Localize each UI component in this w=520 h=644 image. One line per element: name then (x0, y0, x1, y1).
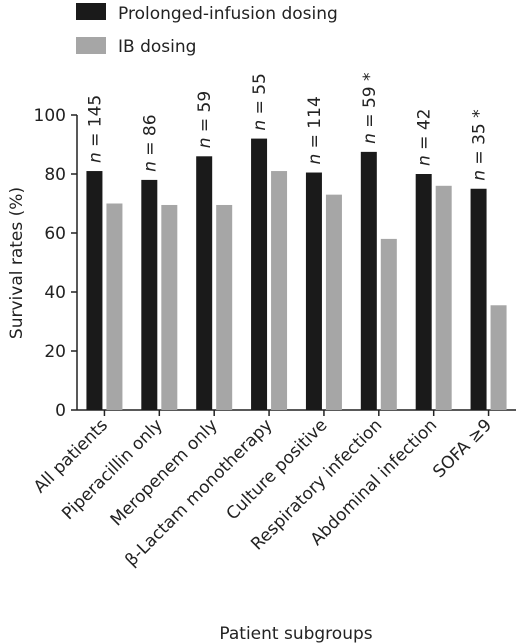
legend-swatch-prolonged (76, 3, 106, 20)
bar-prolonged-infusion (86, 171, 103, 410)
y-axis-label: Survival rates (%) (7, 187, 27, 339)
y-tick-label: 20 (44, 342, 66, 362)
y-tick-label: 0 (55, 401, 66, 421)
bar-prolonged-infusion (196, 156, 213, 410)
sample-size-label: n = 114 (305, 96, 325, 164)
x-axis (77, 409, 516, 416)
sample-size-label: n = 145 (85, 95, 105, 163)
legend-swatch-ib (76, 37, 106, 54)
bar-prolonged-infusion (415, 174, 432, 410)
sample-size-label: n = 59 * (360, 73, 380, 144)
bar-ib-dosing (490, 305, 507, 410)
sample-size-label: n = 35 * (470, 109, 490, 180)
bar-ib-dosing (271, 171, 288, 410)
bar-ib-dosing (216, 204, 233, 410)
legend-label-prolonged: Prolonged-infusion dosing (118, 4, 338, 24)
legend: Prolonged-infusion dosing IB dosing (76, 3, 338, 57)
bar-prolonged-infusion (141, 179, 158, 410)
y-tick-label: 100 (34, 106, 66, 126)
sample-size-label: n = 42 (415, 109, 435, 166)
category-label: SOFA ≥9 (429, 415, 496, 482)
category-label: Piperacillin only (58, 415, 167, 524)
y-tick-label: 60 (44, 224, 66, 244)
y-axis: 0 20 40 60 80 100 (34, 106, 78, 421)
x-axis-label: Patient subgroups (219, 624, 372, 644)
sample-size-label: n = 86 (140, 114, 160, 171)
bar-ib-dosing (325, 194, 342, 410)
bar-prolonged-infusion (305, 172, 322, 410)
bar-ib-dosing (380, 238, 397, 410)
y-tick-label: 80 (44, 165, 66, 185)
y-tick-label: 40 (44, 283, 66, 303)
category-label: Culture positive (223, 415, 332, 524)
bars (86, 138, 507, 410)
bar-prolonged-infusion (360, 151, 377, 410)
legend-label-ib: IB dosing (118, 37, 196, 57)
bar-prolonged-infusion (251, 138, 268, 410)
sample-size-label: n = 59 (195, 91, 215, 148)
sample-size-annotations: n = 145 n = 86 n = 59 n = 55 n = 114 n = 59 *… (85, 73, 489, 181)
bar-ib-dosing (161, 204, 178, 410)
bar-prolonged-infusion (470, 188, 487, 410)
bar-ib-dosing (435, 185, 452, 410)
bar-ib-dosing (106, 203, 123, 410)
sample-size-label: n = 55 (250, 73, 270, 130)
